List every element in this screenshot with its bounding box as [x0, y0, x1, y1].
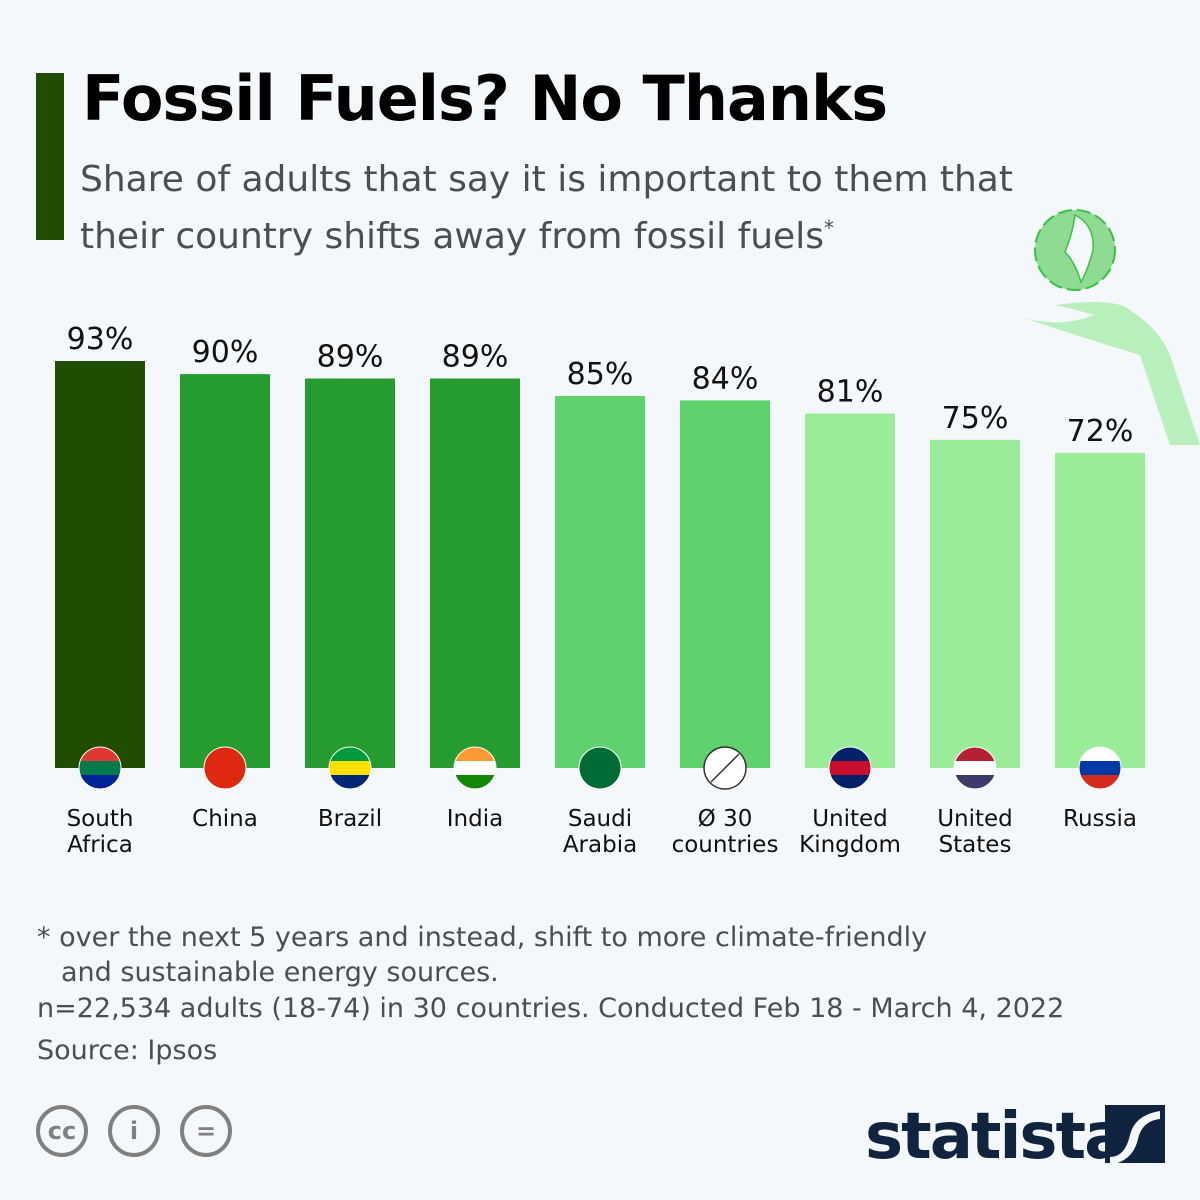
- source: Source: Ipsos: [37, 1035, 218, 1066]
- category-label: Saudi: [568, 806, 632, 832]
- average-icon: [703, 746, 747, 790]
- bar: [55, 361, 145, 768]
- bar: [680, 400, 770, 768]
- bar: [930, 439, 1020, 768]
- bar: [180, 374, 270, 768]
- india-flag-icon: [453, 746, 497, 790]
- category-label: South: [67, 806, 134, 832]
- south-africa-flag-icon: [78, 746, 122, 790]
- footnote-line2: and sustainable energy sources.: [61, 957, 499, 988]
- sample-note: n=22,534 adults (18-74) in 30 countries.…: [37, 993, 1065, 1024]
- no-derivatives-icon[interactable]: =: [180, 1105, 232, 1157]
- footnote-line1: * over the next 5 years and instead, shi…: [37, 922, 928, 953]
- data-label: 72%: [1067, 414, 1134, 449]
- category-label: India: [447, 806, 503, 832]
- saudi-arabia-flag-icon: [578, 746, 622, 790]
- bar: [555, 396, 645, 768]
- category-label: Ø 30: [698, 806, 753, 832]
- data-label: 93%: [67, 322, 134, 357]
- category-label: Kingdom: [799, 832, 901, 858]
- chart-subtitle: Share of adults that say it is important…: [80, 156, 1040, 261]
- globe-hand-illustration: [1015, 209, 1200, 445]
- data-label: 81%: [817, 375, 884, 410]
- russia-flag-icon: [1078, 746, 1122, 790]
- chart-title: Fossil Fuels? No Thanks: [82, 62, 888, 135]
- attribution-icon[interactable]: i: [108, 1105, 160, 1157]
- china-flag-icon: [203, 746, 247, 790]
- category-label: Africa: [67, 832, 133, 858]
- bar: [805, 413, 895, 768]
- data-label: 89%: [317, 340, 384, 375]
- subtitle-mark: *: [823, 216, 834, 240]
- cc-icon[interactable]: cc: [36, 1105, 88, 1157]
- data-label: 89%: [442, 340, 509, 375]
- category-label: United: [812, 806, 888, 832]
- data-label: 90%: [192, 335, 259, 370]
- category-label: Russia: [1063, 806, 1137, 832]
- us-flag-icon: [953, 746, 997, 790]
- subtitle-text: Share of adults that say it is important…: [80, 159, 1013, 257]
- title-accent-bar: [36, 73, 64, 240]
- uk-flag-icon: [828, 746, 872, 790]
- data-label: 75%: [942, 401, 1009, 436]
- statista-logo-icon: [1105, 1105, 1165, 1163]
- statista-logo[interactable]: statista: [865, 1100, 1127, 1174]
- bar: [305, 378, 395, 768]
- category-label: countries: [672, 832, 779, 858]
- bar: [430, 378, 520, 768]
- category-label: China: [192, 806, 258, 832]
- category-label: United: [937, 806, 1013, 832]
- category-label: States: [939, 832, 1012, 858]
- category-label: Arabia: [563, 832, 637, 858]
- data-label: 85%: [567, 357, 634, 392]
- bar: [1055, 452, 1145, 768]
- brazil-flag-icon: [328, 746, 372, 790]
- category-label: Brazil: [318, 806, 382, 832]
- data-label: 84%: [692, 361, 759, 396]
